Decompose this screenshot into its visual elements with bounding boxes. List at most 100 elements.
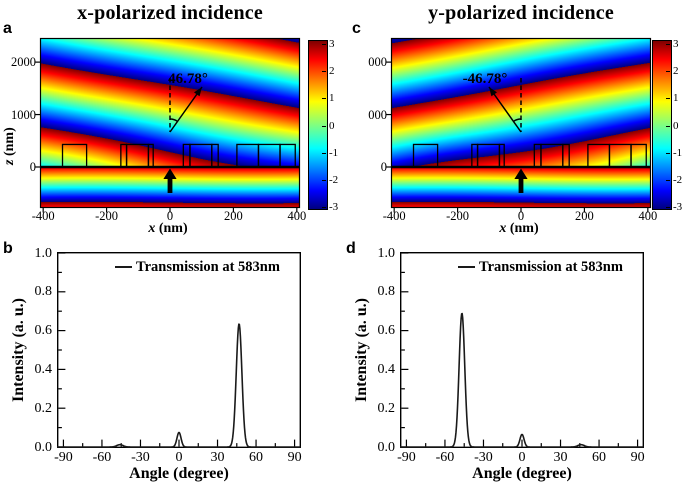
y-axis-title-b: Intensity (a. u.): [10, 298, 27, 403]
y-tick-label: 2000: [11, 55, 36, 70]
y-tick-label: 0.0: [34, 439, 53, 455]
nanostructure-rect: [147, 143, 154, 168]
colorbar-tick-label: 2: [329, 65, 335, 78]
colorbar-tick-mark: [666, 125, 670, 127]
transmission-chart-b: [57, 252, 301, 448]
y-tick-label: 0.4: [34, 361, 53, 377]
colorbar-tick-label: 2: [673, 65, 679, 78]
nanostructure-rect: [630, 143, 647, 168]
y-tick-label: 0: [29, 159, 36, 174]
x-tick-label: 0: [517, 209, 525, 223]
colorbar-tick-label: -1: [329, 146, 339, 159]
colorbar-tick-label: -2: [329, 173, 339, 186]
colorbar-tick-mark: [322, 179, 326, 181]
x-tick-label: 0: [175, 450, 183, 465]
transmission-curve: [57, 323, 301, 448]
refraction-angle-label-c: -46.78°: [462, 71, 508, 87]
nanostructure-rect: [476, 143, 501, 168]
nanostructure-rect: [61, 143, 88, 168]
colorbar-tick-mark: [666, 44, 670, 45]
nanostructure-rect: [533, 143, 542, 168]
x-tick-label: 400: [287, 209, 307, 223]
refraction-angle-label-a: 46.78°: [168, 71, 208, 87]
colorbar-tick-label: -3: [329, 201, 339, 214]
refracted-beam-line: [488, 86, 522, 133]
x-tick-label: -200: [95, 209, 119, 223]
y-tick-label: 1.0: [377, 245, 396, 261]
x-tick-label: 400: [638, 209, 658, 223]
legend-line-swatch-d: [458, 266, 475, 268]
panel-label-c: c: [352, 20, 361, 37]
plot-frame: [400, 252, 644, 448]
colorbar-tick-mark: [322, 207, 326, 209]
x-axis-label-c: x (nm): [499, 221, 539, 236]
colorbar-tick-label: 1: [329, 92, 335, 105]
x-tick-label: -400: [31, 209, 55, 223]
refracted-beam-arrowhead: [489, 87, 497, 97]
colorbar-tick-label: -1: [673, 146, 683, 159]
x-tick-label: 200: [575, 209, 594, 223]
nanostructure-rect: [182, 143, 191, 168]
colorbar-tick-mark: [322, 98, 326, 100]
colorbar-tick-mark: [322, 152, 326, 154]
title-y-polarized: y-polarized incidence: [428, 2, 614, 24]
colorbar-tick-mark: [322, 125, 326, 127]
incident-wave-arrow: [514, 168, 528, 193]
y-axis-title-d: Intensity (a. u.): [353, 298, 370, 403]
colorbar-tick-mark: [322, 71, 326, 73]
colorbar-tick-label: -2: [673, 173, 683, 186]
refracted-beam-arrowhead: [194, 87, 202, 97]
y-tick-label: 000: [368, 107, 387, 122]
colorbar-tick-mark: [322, 44, 326, 45]
nanostructure-rect: [211, 143, 219, 168]
x-tick-label: 90: [287, 450, 302, 465]
y-tick-label: 0.2: [34, 400, 53, 416]
x-tick-label: -90: [54, 450, 73, 465]
nanostructure-rect: [412, 143, 439, 168]
incident-wave-arrow: [163, 168, 177, 193]
colorbar-c: [652, 40, 672, 210]
colorbar-tick-mark: [666, 152, 670, 154]
nanostructure-rect: [236, 143, 260, 168]
x-tick-label: 200: [224, 209, 243, 223]
field-map-annotations-c: [386, 37, 652, 213]
field-map-annotations-a: [35, 37, 301, 213]
y-tick-label: 0.6: [34, 323, 53, 339]
plot-frame: [57, 252, 301, 448]
x-axis-label-a: x (nm): [148, 221, 188, 236]
y-tick-label: 0.8: [34, 284, 53, 300]
nanostructure-rect: [562, 143, 570, 168]
angle-arc: [169, 118, 178, 123]
x-tick-label: 30: [210, 450, 225, 465]
legend-label-b: Transmission at 583nm: [136, 259, 280, 275]
x-tick-label: -400: [382, 209, 406, 223]
colorbar-tick-label: -3: [673, 201, 683, 214]
transmission-curve: [400, 312, 644, 448]
colorbar-tick-label: 1: [673, 92, 679, 105]
x-axis-title-b: Angle (degree): [129, 465, 229, 482]
colorbar-a: [308, 40, 328, 210]
panel-label-d: d: [346, 240, 356, 257]
transmission-chart-d: [400, 252, 644, 448]
x-tick-label: 0: [518, 450, 526, 465]
nanostructure-rect: [471, 143, 479, 168]
x-tick-label: -30: [474, 450, 493, 465]
x-tick-label: -60: [92, 450, 112, 465]
x-tick-label: 60: [249, 450, 264, 465]
x-tick-label: 60: [592, 450, 607, 465]
x-tick-label: -30: [131, 450, 150, 465]
title-x-polarized: x-polarized incidence: [77, 2, 263, 24]
x-tick-label: -60: [435, 450, 455, 465]
colorbar-tick-label: 3: [329, 38, 335, 50]
nanostructure-rect: [587, 143, 611, 168]
y-tick-label: 1.0: [34, 245, 53, 261]
colorbar-tick-label: 0: [673, 119, 679, 132]
y-tick-label: 0.8: [377, 284, 396, 300]
angle-arc: [513, 118, 522, 123]
nanostructure-rect: [608, 143, 632, 168]
nanostructure-rect: [279, 143, 296, 168]
nanostructure-rect: [120, 143, 128, 168]
legend-line-swatch-b: [115, 266, 132, 268]
y-tick-label: 1000: [11, 107, 36, 122]
colorbar-tick-label: 0: [329, 119, 335, 132]
